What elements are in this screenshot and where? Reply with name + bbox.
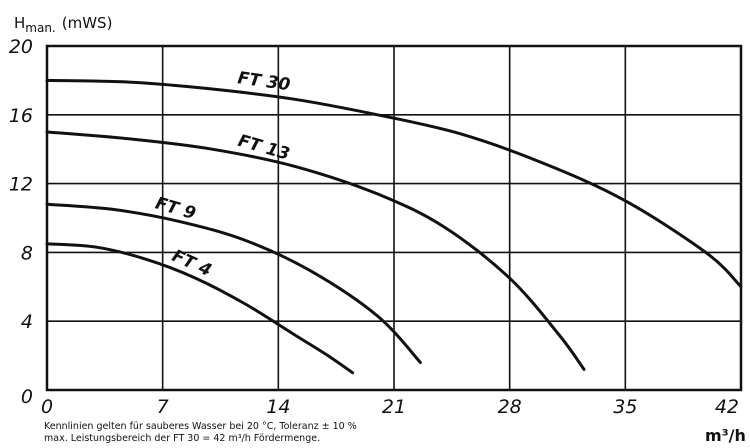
y-axis-label-main: H — [14, 14, 25, 32]
x-tick-14: 14 — [266, 396, 290, 418]
y-tick-20: 20 — [9, 36, 33, 58]
y-tick-0: 0 — [21, 386, 33, 408]
y-axis-label-sub: man. — [25, 21, 55, 35]
x-tick-0: 0 — [41, 396, 53, 418]
x-tick-7: 7 — [157, 396, 169, 418]
x-tick-labels: 0 7 14 21 28 35 42 — [41, 396, 739, 418]
x-tick-28: 28 — [498, 396, 522, 418]
y-tick-8: 8 — [21, 242, 33, 264]
y-tick-12: 12 — [9, 174, 33, 196]
x-tick-42: 42 — [715, 396, 739, 418]
curve-ft-30 — [45, 78, 743, 289]
curve-ft-9 — [45, 202, 422, 364]
y-axis-label: Hman. (mWS) — [14, 14, 112, 35]
x-axis-unit: m³/h — [705, 426, 746, 445]
plot-frame — [45, 44, 743, 392]
y-tick-16: 16 — [9, 105, 33, 127]
curve-ft-13 — [45, 130, 586, 371]
curves-layer — [45, 78, 743, 375]
x-tick-35: 35 — [613, 396, 637, 418]
y-axis-label-unit: (mWS) — [62, 14, 113, 32]
curve-ft-4 — [45, 242, 355, 375]
footnote-line-2: max. Leistungsbereich der FT 30 = 42 m³/… — [44, 433, 320, 444]
x-tick-21: 21 — [382, 396, 406, 418]
y-tick-4: 4 — [21, 311, 33, 333]
y-tick-labels: 0 4 8 12 16 20 — [9, 36, 33, 408]
footnote-line-1: Kennlinien gelten für sauberes Wasser be… — [44, 421, 357, 432]
chart-grid — [46, 45, 742, 391]
